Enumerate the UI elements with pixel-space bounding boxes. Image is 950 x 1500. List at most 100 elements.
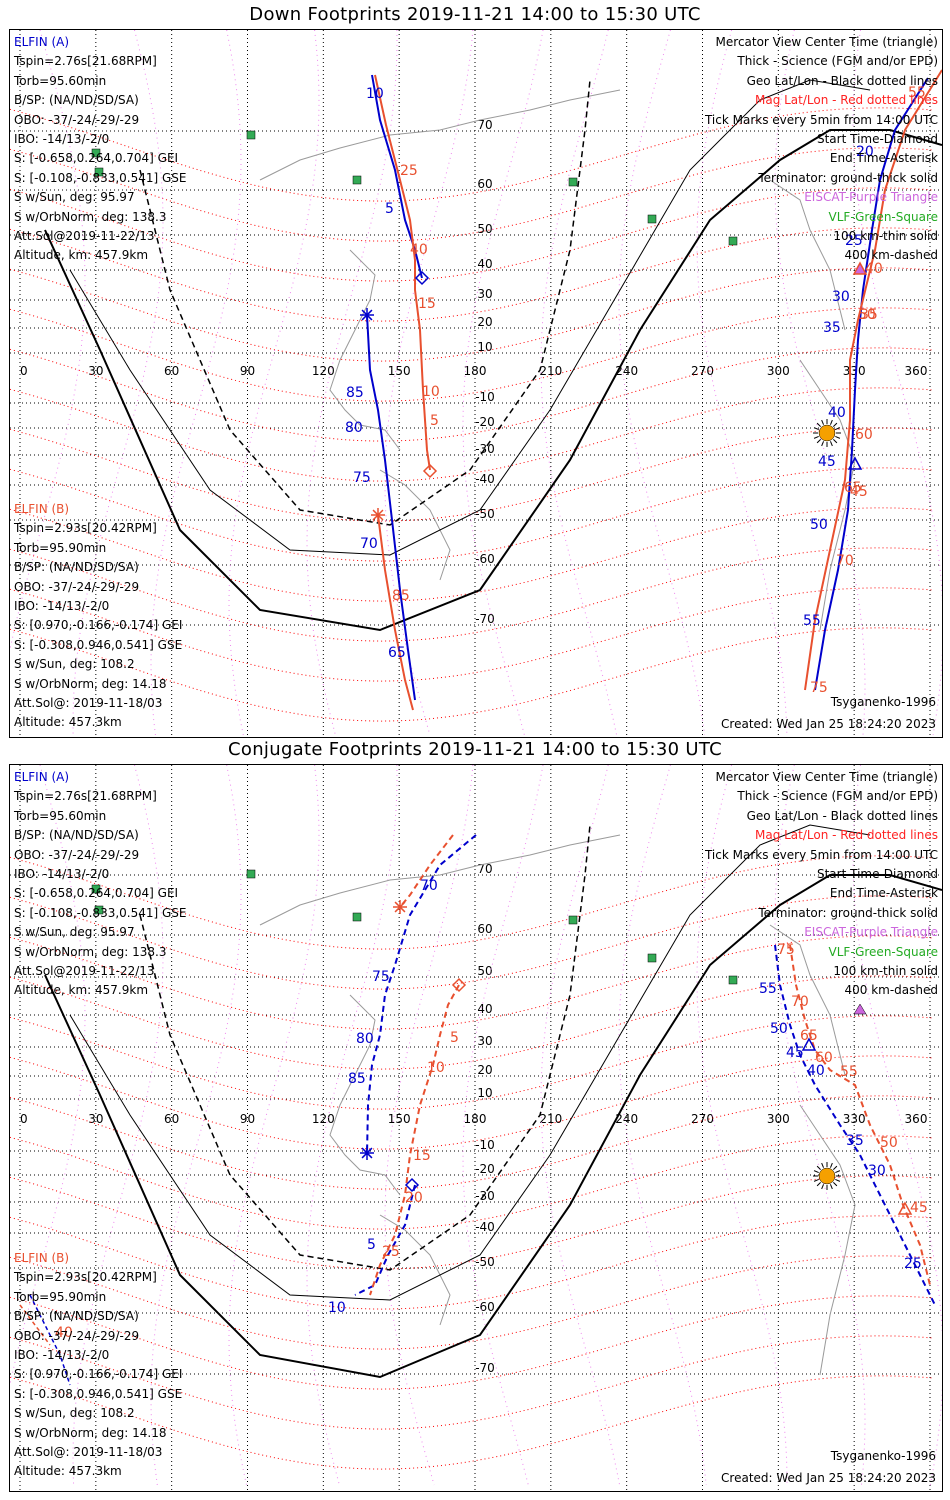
elfin-a-name: ELFIN (A) [14, 770, 70, 784]
time-tick-label: 55 [803, 613, 821, 629]
coastline [259, 89, 621, 181]
lat-tick-label: -20 [475, 415, 495, 429]
start-diamond-icon [451, 977, 467, 993]
time-tick-label: 5 [385, 201, 394, 217]
mag-meridian [228, 765, 320, 1486]
time-tick-label: 10 [427, 1060, 445, 1076]
mag-meridian [696, 30, 788, 736]
lat-tick-label: -50 [475, 507, 495, 521]
mag-meridian [10, 765, 86, 1387]
info-line: Tspin=2.93s[20.42RPM] [14, 521, 157, 536]
lat-tick-label: 40 [477, 1002, 492, 1016]
sun-ray [816, 1182, 821, 1187]
mag-parallel [10, 347, 935, 442]
elfin-b-track [377, 514, 414, 711]
time-tick-label: 25 [845, 233, 863, 249]
time-tick-label: 35 [846, 1133, 864, 1149]
lon-tick-label: 90 [240, 364, 255, 378]
mag-meridian [852, 765, 942, 1486]
lat-tick-label: 50 [477, 222, 492, 236]
elfin-a-track [371, 74, 423, 279]
mag-parallel [10, 1015, 935, 1110]
time-tick-label: 75 [372, 969, 390, 985]
elfin-b-info-conjugate: ELFIN (B) Tspin=2.93s[20.42RPM] Torb=95.… [14, 1249, 182, 1482]
lon-tick-label: 180 [464, 1112, 487, 1126]
legend-vlf: VLF-Green-Square [828, 944, 938, 959]
time-tick-label: 45 [910, 1200, 928, 1216]
vlf-square-icon [568, 177, 578, 187]
legend-terminator: Terminator: ground-thick solid [758, 905, 938, 920]
info-line: Tspin=2.76s[21.68RPM] [14, 54, 157, 69]
lon-tick-label: 210 [539, 364, 562, 378]
vlf-square-icon [246, 130, 256, 140]
legend-ticks: Tick Marks every 5min from 14:00 UTC [704, 112, 938, 127]
start-diamond-icon [422, 463, 438, 479]
time-tick-label: 40 [807, 1063, 825, 1079]
info-line: Altitude: 457.3km [14, 1464, 122, 1479]
info-line: OBO: -37/-24/-29/-29 [14, 112, 140, 127]
panel-title-conjugate: Conjugate Footprints 2019-11-21 14:00 to… [228, 739, 722, 760]
time-tick-label: 40 [55, 1325, 73, 1341]
lon-tick-label: 270 [691, 364, 714, 378]
sun-ray [813, 427, 819, 431]
lat-tick-label: 20 [477, 315, 492, 329]
time-tick-label: 55 [908, 85, 926, 101]
lat-tick-label: 30 [477, 1034, 492, 1048]
lat-tick-label: -70 [475, 1361, 495, 1375]
elfin-b-track [789, 944, 931, 1286]
lat-tick-label: 50 [477, 964, 492, 978]
sun-ray [821, 1162, 825, 1168]
center-triangle-icon [897, 1201, 913, 1215]
sun-ray [829, 1162, 833, 1168]
time-tick-label: 80 [345, 420, 363, 436]
info-line: OBO: -37/-24/-29/-29 [14, 579, 140, 594]
legend-view: Mercator View Center Time (triangle) [715, 770, 938, 784]
vlf-square-icon [568, 915, 578, 925]
time-tick-label: 35 [860, 307, 878, 323]
info-line: Tspin=2.76s[21.68RPM] [14, 789, 157, 804]
legend-terminator: Terminator: ground-thick solid [758, 170, 938, 185]
elfin-b-track [369, 984, 460, 1296]
lat-tick-label: 70 [477, 118, 492, 132]
time-tick-label: 70 [360, 536, 378, 552]
coastline [769, 924, 846, 1076]
info-line: S w/Sun, deg: 108.2 [14, 1406, 135, 1421]
sun-ray [833, 1165, 838, 1170]
sun-ray [813, 435, 819, 439]
lat-tick-label: -20 [475, 1162, 495, 1176]
time-tick-label: 75 [777, 942, 795, 958]
info-line: S w/Sun, deg: 95.97 [14, 190, 135, 205]
legend-geo: Geo Lat/Lon - Black dotted lines [746, 73, 938, 88]
mag-meridian [462, 30, 544, 736]
panel-title-down: Down Footprints 2019-11-21 14:00 to 15:3… [249, 4, 701, 25]
info-line: B/SP: (NA/ND/SD/SA) [14, 560, 139, 575]
coastline [379, 1214, 451, 1326]
info-line: IBO: -14/13/-2/0 [14, 598, 110, 613]
elfin-b-track [374, 74, 431, 471]
time-tick-label: 70 [836, 553, 854, 569]
sun-ray [816, 422, 821, 427]
info-line: Torb=95.90min [14, 540, 107, 555]
info-line: S w/Sun, deg: 95.97 [14, 925, 135, 940]
elfin-a-info-conjugate: ELFIN (A) Tspin=2.76s[21.68RPM] Torb=95.… [14, 768, 187, 1001]
sun-ray [833, 1182, 838, 1187]
info-line: Altitude, km: 457.9km [14, 248, 149, 263]
map-canvas-down: 0 30 60 90 120 150 180 210 240 270 300 330 360706050… [10, 30, 942, 737]
lat-tick-label: 10 [477, 340, 492, 354]
info-line: OBO: -37/-24/-29/-29 [14, 1328, 140, 1343]
sun-icon [818, 424, 836, 442]
time-tick-label: 20 [856, 144, 874, 160]
map-panel-conjugate: 0 30 60 90 120 150 180 210 240 270 300 330 360 70 60 50… [9, 764, 943, 1492]
info-line: OBO: -37/-24/-29/-29 [14, 847, 140, 862]
created-label: Created: Wed Jan 25 18:24:20 2023 [721, 1471, 936, 1485]
vlf-square-icon [352, 175, 362, 185]
sun-ray [816, 439, 821, 444]
info-line: S: [0.970,-0.166,-0.174] GEI [14, 618, 183, 633]
vlf-square-icon [246, 869, 256, 879]
legend-end: End Time-Asterisk [829, 886, 938, 901]
legend-mag: Mag Lat/Lon - Red dotted lines [754, 93, 938, 108]
info-line: B/SP: (NA/ND/SD/SA) [14, 1309, 139, 1324]
time-tick-label: 65 [800, 1028, 818, 1044]
time-tick-label: 60 [855, 427, 873, 443]
sun-ray [829, 441, 833, 447]
